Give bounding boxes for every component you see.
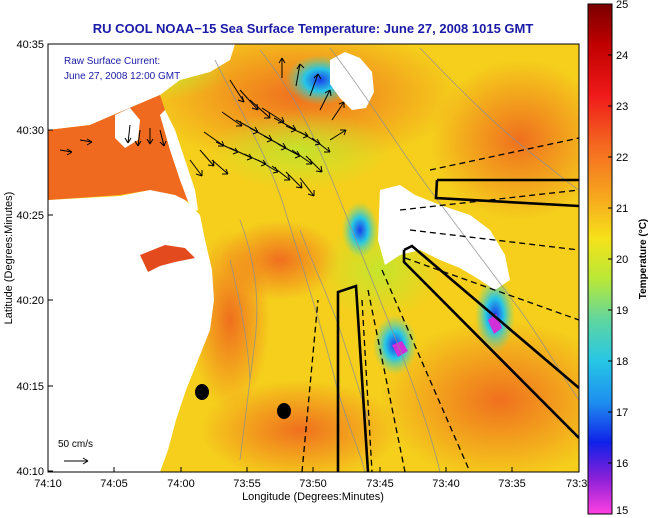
x-tick-label: 73:40 <box>432 478 460 490</box>
y-tick-label: 40:10 <box>16 466 44 478</box>
scale-label: 50 cm/s <box>58 439 93 450</box>
x-tick-label: 74:10 <box>34 478 62 490</box>
cold-core-east <box>488 314 502 334</box>
colorbar-tick-label: 18 <box>616 356 628 368</box>
scale-arrow <box>64 457 89 465</box>
raritan-bay-warm <box>48 95 195 205</box>
station-dot-2 <box>277 403 291 419</box>
y-tick-label: 40:20 <box>16 295 44 307</box>
colorbar-tick-label: 16 <box>616 458 628 470</box>
warm-region-center <box>220 220 340 300</box>
cold-patch-midwest <box>342 202 378 258</box>
x-tick-label: 74:05 <box>100 478 128 490</box>
transect-lines <box>301 137 579 472</box>
colorbar-tick-label: 25 <box>616 0 628 11</box>
x-tick-label: 74:00 <box>167 478 195 490</box>
dashed-line-1 <box>301 299 319 472</box>
x-tick-label: 73:35 <box>498 478 526 490</box>
x-tick-label: 73:3 <box>566 478 587 490</box>
colorbar-ticks <box>608 3 612 515</box>
annotation-current-time: June 27, 2008 12:00 GMT <box>64 71 180 82</box>
y-tick-label: 40:30 <box>16 125 44 137</box>
colorbar: 25 24 23 22 21 20 19 18 17 16 15 Tempera… <box>587 0 649 517</box>
x-tick-label: 73:55 <box>233 478 261 490</box>
surface-current-vectors <box>59 57 347 197</box>
colorbar-label: Temperature (°C) <box>638 219 649 300</box>
y-tick-label: 40:35 <box>16 39 44 51</box>
figure-title: RU COOL NOAA−15 Sea Surface Temperature:… <box>93 21 534 36</box>
colorbar-tick-label: 23 <box>616 101 628 113</box>
x-tick-label: 73:45 <box>366 478 394 490</box>
plot-area: Raw Surface Current: June 27, 2008 12:00… <box>48 44 579 472</box>
y-axis-label: Latitude (Degrees:Minutes) <box>3 192 15 325</box>
box-line-east <box>434 178 579 208</box>
cloud-small-west <box>115 108 140 148</box>
colorbar-tick-label: 15 <box>616 505 628 517</box>
cloud-north <box>330 52 374 110</box>
colorbar-tick-label: 24 <box>616 50 628 62</box>
colorbar-tick-label: 21 <box>616 203 628 215</box>
x-axis: 74:10 74:05 74:00 73:55 73:50 73:45 73:4… <box>34 467 587 503</box>
cloud-east <box>378 185 510 290</box>
dashed-line-4 <box>381 269 471 472</box>
station-dot-1 <box>195 384 209 400</box>
shrewsbury-river-warm <box>140 245 195 272</box>
colorbar-tick-label: 17 <box>616 407 628 419</box>
y-axis: 40:35 40:30 40:25 40:20 40:15 40:10 Lati… <box>3 39 53 478</box>
dashed-line-5 <box>404 257 579 321</box>
dashed-line-2 <box>361 299 373 472</box>
colorbar-tick-label: 20 <box>616 254 628 266</box>
colorbar-tick-label: 22 <box>616 152 628 164</box>
y-tick-label: 40:15 <box>16 381 44 393</box>
box-line-southeast <box>402 244 579 439</box>
colorbar-tick-label: 19 <box>616 305 628 317</box>
y-tick-label: 40:25 <box>16 210 44 222</box>
x-axis-label: Longitude (Degrees:Minutes) <box>242 491 384 503</box>
box-line-south <box>336 284 370 472</box>
annotation-current-label: Raw Surface Current: <box>64 56 160 67</box>
sandy-hook <box>160 110 198 212</box>
dashed-line-7 <box>429 137 579 171</box>
dashed-line-3 <box>367 289 406 472</box>
dashed-line-6 <box>409 229 579 251</box>
warm-region-south <box>200 380 400 472</box>
x-tick-label: 73:50 <box>299 478 327 490</box>
